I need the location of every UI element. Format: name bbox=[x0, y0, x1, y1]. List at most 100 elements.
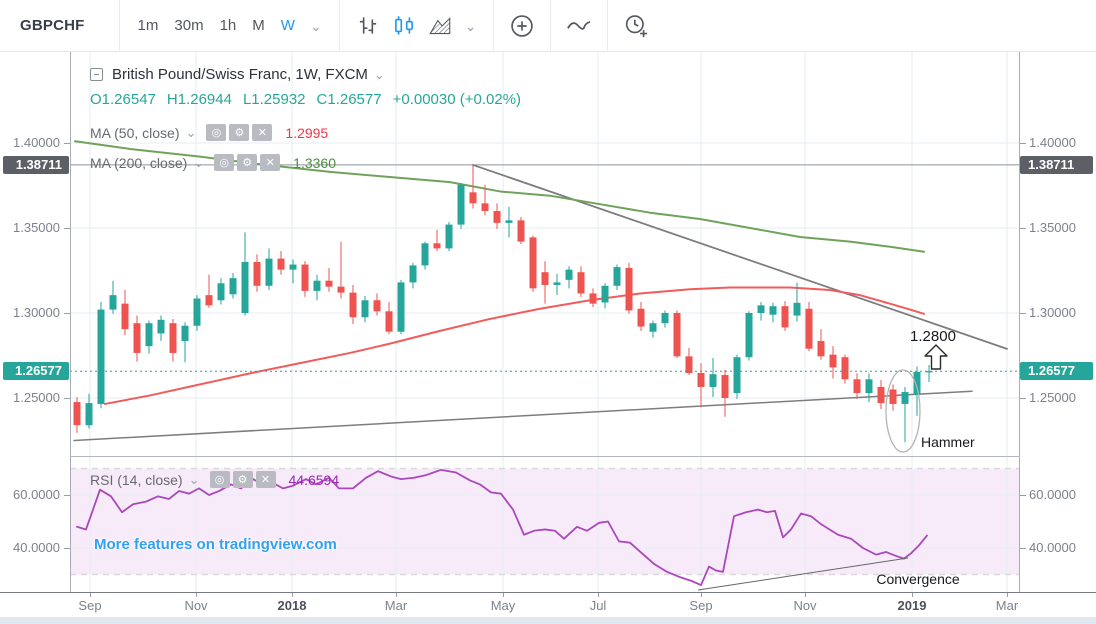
hammer-label: Hammer bbox=[921, 434, 975, 450]
chart-canvas[interactable]: Convergence Hammer 1.2800 bbox=[70, 52, 1020, 592]
rsi-legend: RSI (14, close) ⌄ ◎ ⚙ ✕ 44.6594 bbox=[90, 471, 339, 488]
candle-body bbox=[577, 272, 585, 294]
axis-tick bbox=[64, 142, 70, 144]
time-tick bbox=[1007, 593, 1008, 597]
series-title[interactable]: British Pound/Swiss Franc, 1W, FXCM bbox=[112, 66, 368, 83]
ma50-settings-button[interactable]: ⚙ bbox=[229, 124, 250, 141]
right-price-axis[interactable]: 1.40000 1.38711 1.35000 1.30000 1.26577 1.250… bbox=[1020, 52, 1096, 592]
ohlc-change: +0.00030 (+0.02%) bbox=[392, 91, 522, 108]
candle-body bbox=[325, 280, 333, 287]
time-tick bbox=[90, 593, 91, 597]
axis-tick bbox=[64, 397, 70, 399]
ma200-value: 1.3360 bbox=[293, 154, 336, 171]
ma50-legend: MA (50, close) ⌄ ◎ ⚙ ✕ 1.2995 bbox=[90, 124, 328, 141]
candle-body bbox=[205, 295, 213, 306]
candle-body bbox=[85, 403, 93, 426]
ma200-settings-button[interactable]: ⚙ bbox=[237, 154, 258, 171]
ma50-caret-icon[interactable]: ⌄ bbox=[185, 125, 197, 140]
time-axis-label: Sep bbox=[78, 598, 102, 613]
candle-body bbox=[601, 285, 609, 303]
price-axis-label: 60.0000 bbox=[13, 487, 60, 502]
interval-dropdown-caret-icon[interactable]: ⌄ bbox=[309, 17, 322, 34]
rsi-settings-button[interactable]: ⚙ bbox=[232, 471, 253, 488]
axis-tick bbox=[1020, 494, 1026, 496]
candle-body bbox=[181, 325, 189, 342]
collapse-pane-icon[interactable] bbox=[90, 68, 103, 81]
ascending-trendline bbox=[73, 390, 973, 442]
rsi-remove-button[interactable]: ✕ bbox=[255, 471, 276, 488]
axis-tick bbox=[64, 227, 70, 229]
interval-1M[interactable]: M bbox=[252, 17, 265, 34]
ma200-label[interactable]: MA (200, close) bbox=[90, 154, 188, 171]
candle-body bbox=[637, 308, 645, 327]
ma200-caret-icon[interactable]: ⌄ bbox=[193, 155, 205, 170]
rsi-label[interactable]: RSI (14, close) bbox=[90, 471, 183, 488]
axis-tick bbox=[1020, 142, 1026, 144]
price-axis-label: 60.0000 bbox=[1029, 487, 1076, 502]
axis-tick bbox=[64, 547, 70, 549]
ma50-label[interactable]: MA (50, close) bbox=[90, 124, 180, 141]
interval-30m[interactable]: 30m bbox=[174, 17, 204, 34]
rsi-toggle-visibility-button[interactable]: ◎ bbox=[209, 471, 230, 488]
candle-body bbox=[301, 264, 309, 291]
ma50-toggle-visibility-button[interactable]: ◎ bbox=[206, 124, 227, 141]
candle-body bbox=[589, 293, 597, 304]
time-tick bbox=[292, 593, 293, 597]
candle-body bbox=[97, 309, 105, 404]
candle-body bbox=[241, 262, 249, 313]
price-badge-teal: 1.26577 bbox=[1020, 362, 1093, 381]
candle-body bbox=[493, 211, 501, 223]
price-axis-label: 1.25000 bbox=[13, 390, 60, 405]
candle-body bbox=[661, 313, 669, 324]
candle-body bbox=[253, 262, 261, 286]
up-arrow-annotation bbox=[924, 344, 948, 370]
candle-body bbox=[841, 357, 849, 380]
line-tool-icon[interactable] bbox=[561, 8, 597, 44]
candle-body bbox=[373, 300, 381, 312]
price-badge-gray: 1.38711 bbox=[1020, 155, 1093, 174]
time-tick bbox=[701, 593, 702, 597]
area-chart-icon[interactable] bbox=[422, 8, 458, 44]
left-price-axis[interactable]: 1.40000 1.38711 1.35000 1.30000 1.26577 1.250… bbox=[0, 52, 70, 592]
time-axis[interactable]: Sep Nov 2018 Mar May Jul Sep Nov 2019 Mar bbox=[0, 592, 1096, 617]
candle-body bbox=[73, 402, 81, 426]
time-tick bbox=[598, 593, 599, 597]
chart-style-caret-icon[interactable]: ⌄ bbox=[464, 17, 477, 34]
price-axis-label: 1.40000 bbox=[1029, 135, 1076, 150]
series-caret-icon[interactable]: ⌄ bbox=[373, 67, 385, 82]
tradingview-watermark-link[interactable]: More features on tradingview.com bbox=[94, 536, 337, 553]
price-axis-label: 40.0000 bbox=[1029, 540, 1076, 555]
candle-body bbox=[361, 300, 369, 318]
toolbar: GBPCHF 1m 30m 1h M W ⌄ bbox=[0, 0, 1096, 52]
axis-tick bbox=[1020, 227, 1026, 229]
compare-plus-icon[interactable] bbox=[504, 8, 540, 44]
widget-bottom-strip bbox=[0, 617, 1096, 624]
candle-body bbox=[457, 184, 465, 225]
candle-body bbox=[745, 313, 753, 358]
interval-1h[interactable]: 1h bbox=[219, 17, 237, 34]
bars-chart-icon[interactable] bbox=[350, 8, 386, 44]
ma200-toggle-visibility-button[interactable]: ◎ bbox=[214, 154, 235, 171]
ohlc-open: O1.26547 bbox=[90, 91, 156, 108]
interval-1m[interactable]: 1m bbox=[137, 17, 159, 34]
ma200-remove-button[interactable]: ✕ bbox=[260, 154, 281, 171]
candle-body bbox=[277, 258, 285, 270]
interval-1W-active[interactable]: W bbox=[280, 17, 295, 34]
candle-body bbox=[145, 323, 153, 347]
time-axis-label: Mar bbox=[384, 598, 408, 613]
rsi-caret-icon[interactable]: ⌄ bbox=[188, 472, 200, 487]
candle-body bbox=[529, 237, 537, 289]
symbol-button[interactable]: GBPCHF bbox=[20, 17, 85, 34]
candles-chart-icon[interactable] bbox=[386, 8, 422, 44]
ma200-legend: MA (200, close) ⌄ ◎ ⚙ ✕ 1.3360 bbox=[90, 154, 336, 171]
candle-body bbox=[397, 282, 405, 332]
ma50-line bbox=[104, 286, 925, 405]
candle-body bbox=[877, 386, 885, 404]
candle-body bbox=[685, 356, 693, 374]
candle-body bbox=[805, 308, 813, 349]
time-tick bbox=[196, 593, 197, 597]
time-axis-label: 2019 bbox=[897, 598, 927, 613]
ma50-remove-button[interactable]: ✕ bbox=[252, 124, 273, 141]
alert-clock-icon[interactable] bbox=[618, 8, 654, 44]
rsi-value: 44.6594 bbox=[288, 471, 340, 488]
